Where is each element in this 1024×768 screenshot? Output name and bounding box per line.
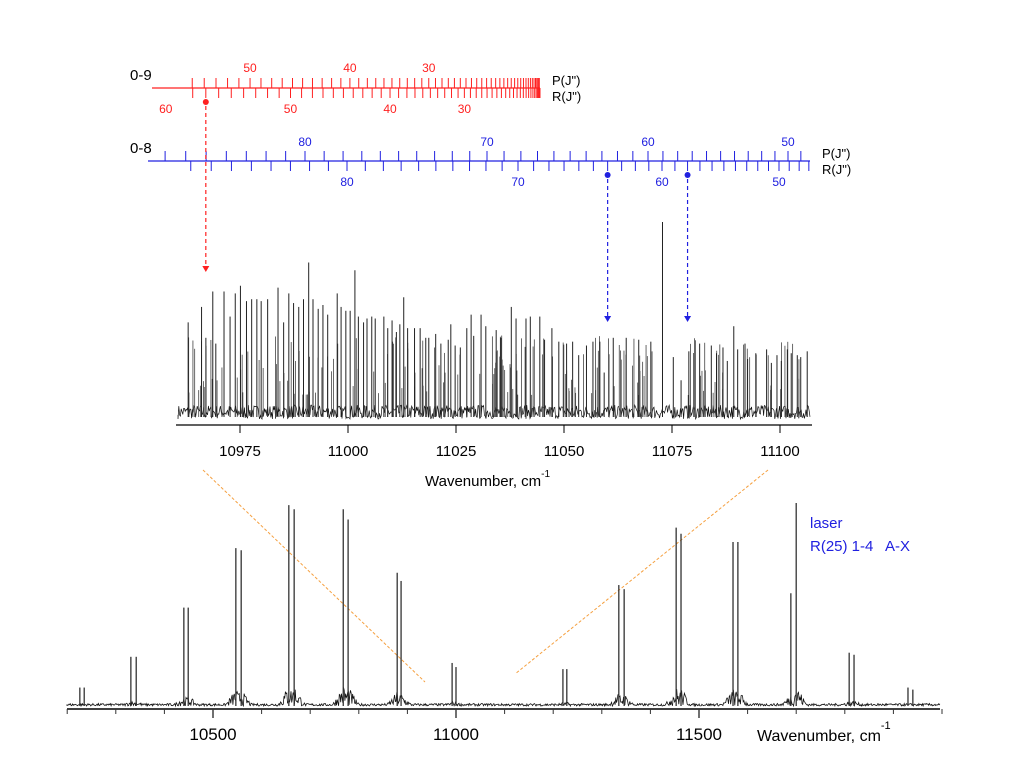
r-tick-label: 70: [511, 175, 525, 189]
r-tick-label: 60: [655, 175, 669, 189]
p-tick-label: 50: [781, 135, 795, 149]
r-tick-label: 60: [159, 102, 173, 116]
zoom-line-left: [202, 469, 426, 683]
p-branch-label: P(J"): [822, 146, 850, 161]
arrow-head-icon: [604, 316, 612, 322]
assignment-arrows: [202, 99, 692, 322]
r-branch-label: R(J"): [552, 89, 581, 104]
marked-line-dot: [604, 172, 611, 178]
overview-x-tick-label: 11500: [676, 725, 722, 744]
overview-x-axis-label: Wavenumber, cm-1: [757, 720, 891, 745]
inset-x-tick-label: 10975: [219, 443, 261, 460]
inset-x-tick-label: 11050: [544, 443, 585, 460]
r-tick-label: 30: [458, 102, 472, 116]
overview-noise-trace: [66, 687, 941, 708]
arrow-head-icon: [202, 266, 210, 272]
r-tick-label: 40: [383, 102, 397, 116]
overview-x-axis-label-superscript: -1: [881, 720, 891, 732]
inset-chart: 10975 11000 11025 11050 11075 11100 Wavenumber…: [176, 222, 812, 490]
p-tick-label: 30: [422, 61, 436, 75]
r-tick-label: 50: [284, 102, 298, 116]
scale-band-label: 0-9: [130, 67, 152, 84]
zoom-line-right: [514, 469, 769, 675]
inset-x-tick-label: 11000: [328, 443, 369, 460]
r-branch-label: R(J"): [822, 162, 851, 177]
legend-laser: laser: [810, 515, 843, 532]
p-tick-label: 80: [298, 135, 312, 149]
overview-x-tick-label: 11000: [433, 725, 479, 744]
inset-x-tick-label: 11075: [652, 443, 693, 460]
p-tick-label: 70: [480, 135, 494, 149]
p-tick-label: 40: [343, 61, 357, 75]
marked-line-dot: [202, 99, 209, 105]
p-branch-label: P(J"): [552, 73, 580, 88]
r-tick-label: 80: [340, 175, 354, 189]
arrow-head-icon: [684, 316, 692, 322]
scale-band-label: 0-8: [130, 140, 152, 157]
inset-x-axis-label-superscript: -1: [541, 469, 550, 480]
zoom-indicator-lines: [202, 469, 769, 683]
marked-line-dot: [684, 172, 691, 178]
p-tick-label: 50: [243, 61, 257, 75]
scale-0-9: 0-9 50 40 30 60 50 40 30 P(J")R(J"): [130, 61, 581, 116]
overview-x-tick-label: 10500: [189, 725, 236, 744]
r-tick-label: 50: [772, 175, 786, 189]
legend-transition: R(25) 1-4 A-X: [810, 538, 910, 555]
inset-x-axis-label: Wavenumber, cm-1: [425, 469, 550, 490]
inset-x-tick-label: 11025: [436, 443, 477, 460]
inset-x-tick-label: 11100: [760, 443, 800, 460]
p-tick-label: 60: [641, 135, 655, 149]
scale-0-8: 0-8 80 70 60 50 80 70 60 50 P(J")R(J"): [130, 135, 851, 189]
